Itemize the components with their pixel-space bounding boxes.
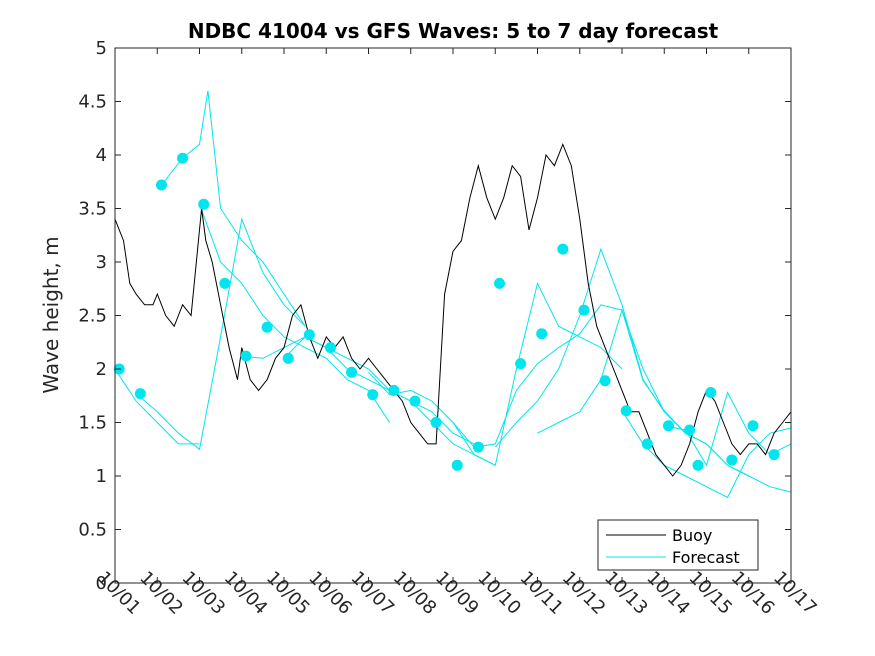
forecast-marker <box>367 389 379 401</box>
forecast-marker <box>599 375 611 387</box>
forecast-marker <box>177 152 189 164</box>
forecast-run-line <box>161 90 306 327</box>
y-axis: 0 0.5 1 1.5 2 2.5 3 3.5 4 4.5 5 <box>78 38 791 594</box>
legend-forecast-label: Forecast <box>672 548 740 567</box>
forecast-marker <box>219 277 231 289</box>
forecast-marker <box>641 438 653 450</box>
y-tick-label: 0.5 <box>78 520 107 541</box>
forecast-run-line <box>537 308 792 493</box>
forecast-marker <box>662 420 674 432</box>
forecast-run-line <box>241 336 475 445</box>
y-tick-label: 2.5 <box>78 306 107 327</box>
forecast-marker <box>620 405 632 417</box>
chart-title: NDBC 41004 vs GFS Waves: 5 to 7 day fore… <box>188 19 719 43</box>
legend: Buoy Forecast <box>597 519 759 571</box>
forecast-marker <box>388 384 400 396</box>
forecast-run-line <box>135 217 306 451</box>
y-tick-label: 3 <box>96 252 107 273</box>
forecast-marker <box>261 321 273 333</box>
y-tick-label: 5 <box>96 38 107 59</box>
forecast-marker <box>472 441 484 453</box>
forecast-marker <box>346 366 358 378</box>
forecast-marker <box>705 387 717 399</box>
buoy-line <box>114 142 792 477</box>
forecast-marker <box>430 417 442 428</box>
marker-layer <box>113 152 780 471</box>
forecast-marker <box>557 243 569 255</box>
forecast-marker <box>747 420 759 432</box>
forecast-run-line <box>114 368 200 445</box>
y-tick-label: 1 <box>96 466 107 487</box>
x-tick-label: 10/17 <box>769 567 821 619</box>
legend-box <box>597 519 759 571</box>
y-tick-label: 2 <box>96 359 107 380</box>
forecast-marker <box>303 329 315 341</box>
y-tick-label: 4 <box>96 145 107 166</box>
y-axis-label: Wave height, m <box>39 236 63 393</box>
forecast-marker <box>155 179 167 191</box>
forecast-marker <box>240 350 252 362</box>
forecast-marker <box>324 342 336 354</box>
forecast-marker <box>515 358 527 370</box>
forecast-marker <box>692 459 704 471</box>
forecast-marker <box>684 424 696 436</box>
forecast-marker <box>493 277 505 289</box>
legend-buoy-label: Buoy <box>672 526 712 545</box>
forecast-run-line <box>368 281 623 467</box>
y-tick-label: 3.5 <box>78 199 107 220</box>
forecast-marker <box>451 459 463 471</box>
forecast-marker <box>282 352 294 364</box>
plot-background <box>115 48 791 583</box>
forecast-marker <box>536 328 548 340</box>
forecast-marker <box>578 304 590 316</box>
forecast-run-line <box>621 410 792 499</box>
y-tick-label: 0 <box>96 573 107 594</box>
forecast-marker <box>134 388 146 400</box>
forecast-marker <box>726 454 738 466</box>
y-tick-label: 4.5 <box>78 92 107 113</box>
forecast-marker <box>768 449 780 461</box>
forecast-marker <box>198 198 210 210</box>
forecast-marker <box>409 395 421 407</box>
y-tick-label: 1.5 <box>78 413 107 434</box>
